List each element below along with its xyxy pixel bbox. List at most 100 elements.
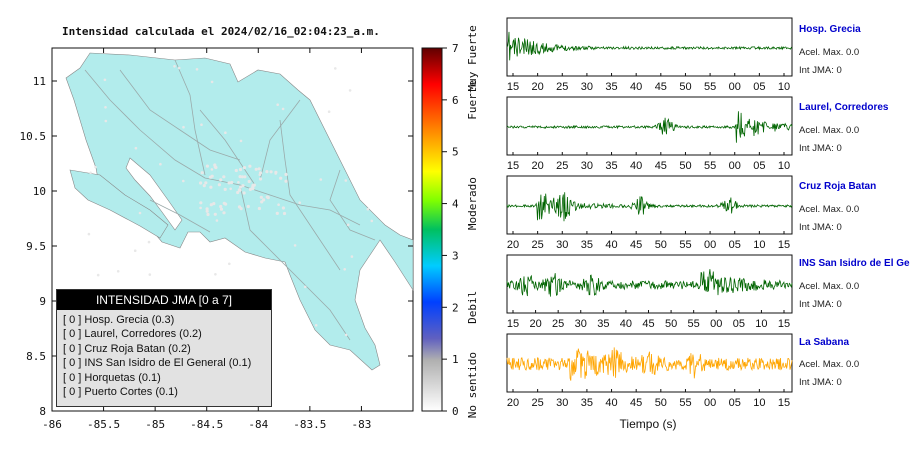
colorbar-tick-label: 2 <box>452 301 459 314</box>
station-dot <box>262 198 266 202</box>
time-tick-label: 10 <box>753 239 765 251</box>
station-dot <box>248 187 252 191</box>
station-dot <box>195 68 199 71</box>
waveform-panels: 15 20 25 30 35 40 45 50 55 00 05 10 15 20 25 30 35 40 45 50… <box>506 17 793 409</box>
waveform-panel: 15 20 25 30 35 40 45 50 55 00 05 10 15 <box>506 254 793 330</box>
station-dot <box>230 180 234 185</box>
station-dot <box>276 103 280 106</box>
time-tick-label: 30 <box>575 318 587 330</box>
station-dot <box>247 179 251 184</box>
time-tick-label: 45 <box>655 81 667 93</box>
time-tick-label: 05 <box>729 397 741 409</box>
legend-item: [ 0 ] Laurel, Corredores (0.2) <box>57 327 271 341</box>
colorbar-tick-label: 4 <box>452 198 459 211</box>
station-dot <box>282 211 287 216</box>
station-dot <box>182 179 185 183</box>
station-jma: Int JMA: 0 <box>799 65 842 76</box>
station-dot <box>210 80 214 84</box>
station-dot <box>238 175 242 179</box>
station-name: Hosp. Grecia <box>799 24 861 35</box>
legend-item-label: Puerto Cortes (0.1) <box>84 385 178 398</box>
waveform-trace <box>506 31 793 61</box>
station-dot <box>104 119 108 123</box>
colorbar-tick-label: 3 <box>452 249 459 262</box>
station-dot <box>343 268 347 271</box>
station-dot <box>138 211 142 215</box>
station-dot <box>319 178 323 181</box>
station-dot <box>209 185 213 189</box>
station-dot <box>269 170 273 174</box>
station-dot <box>281 107 285 111</box>
station-dot <box>222 175 226 179</box>
station-accel: Acel. Max. 0.0 <box>799 204 860 215</box>
x-tick-label: -84.5 <box>190 418 223 431</box>
time-tick-label: 25 <box>556 160 568 172</box>
station-dot <box>182 125 185 129</box>
station-dot <box>210 168 214 171</box>
station-dot <box>229 187 232 191</box>
station-dot <box>227 181 231 185</box>
colorbar-tick-label: 5 <box>452 146 459 159</box>
station-dot <box>275 211 279 215</box>
station-dot <box>134 146 138 150</box>
station-dot <box>215 219 219 222</box>
time-tick-label: 55 <box>679 397 691 409</box>
station-jma: Int JMA: 0 <box>799 143 842 154</box>
time-tick-label: 45 <box>655 160 667 172</box>
legend-item: [ 0 ] Horquetas (0.1) <box>57 371 271 385</box>
station-dot <box>284 179 288 183</box>
station-dot <box>346 223 350 227</box>
station-dot <box>219 207 224 211</box>
time-tick-label: 40 <box>605 239 617 251</box>
station-dot <box>274 172 278 175</box>
legend-item-jma: [ 0 ] <box>63 385 82 398</box>
station-name: INS San Isidro de El Ge <box>799 258 910 269</box>
station-dot <box>173 65 176 68</box>
station-dot <box>210 174 214 178</box>
station-dot <box>265 195 269 199</box>
time-tick-label: 10 <box>778 81 790 93</box>
time-tick-label: 00 <box>729 160 741 172</box>
time-tick-label: 25 <box>556 81 568 93</box>
station-jma: Int JMA: 0 <box>799 222 842 233</box>
time-tick-label: 20 <box>507 239 519 251</box>
time-tick-label: 20 <box>529 318 541 330</box>
time-tick-label: 45 <box>630 239 642 251</box>
station-dot <box>133 249 137 252</box>
time-tick-label: 00 <box>704 239 716 251</box>
colorbar-tick-label: 1 <box>452 353 459 366</box>
station-dot <box>213 163 217 167</box>
colorbar-tick-label: 0 <box>452 405 459 418</box>
station-dot <box>219 204 223 209</box>
time-tick-label: 35 <box>597 318 609 330</box>
station-dot <box>257 167 261 171</box>
station-dot <box>234 168 238 173</box>
station-dot <box>344 179 348 182</box>
time-tick-label: 35 <box>605 81 617 93</box>
station-dot <box>204 181 208 185</box>
legend-item-label: Horquetas (0.1) <box>84 371 161 384</box>
colorbar-category-label: Debil <box>466 291 479 324</box>
time-tick-label: 55 <box>688 318 700 330</box>
y-tick-label: 10.5 <box>20 130 47 143</box>
station-dot <box>237 188 241 192</box>
legend-item-label: INS San Isidro de El General (0.1) <box>84 357 252 370</box>
y-tick-label: 9.5 <box>26 240 46 253</box>
station-dot <box>265 170 269 174</box>
time-tick-label: 00 <box>710 318 722 330</box>
station-name: La Sabana <box>799 337 850 348</box>
station-dot <box>148 273 152 276</box>
station-dot <box>213 212 217 216</box>
nicoya-peninsula <box>69 169 169 239</box>
station-dot <box>254 167 258 171</box>
station-dot <box>205 164 209 168</box>
time-tick-label: 20 <box>507 397 519 409</box>
station-dot <box>239 185 243 189</box>
station-dot <box>94 165 97 169</box>
station-dot <box>223 187 227 191</box>
station-dot <box>209 203 213 207</box>
station-name: Laurel, Corredores <box>799 102 889 113</box>
time-tick-label: 35 <box>605 160 617 172</box>
time-tick-label: 55 <box>679 239 691 251</box>
station-dot <box>219 178 223 182</box>
